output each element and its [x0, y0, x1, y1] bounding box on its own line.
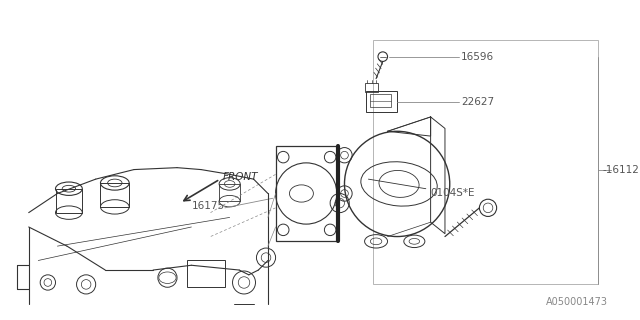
Bar [187, 260, 225, 287]
Bar [367, 91, 397, 112]
Bar [276, 146, 338, 241]
Text: A050001473: A050001473 [545, 297, 607, 307]
Bar [100, 183, 129, 207]
Text: 0104S*E: 0104S*E [431, 188, 475, 198]
Text: 22627: 22627 [461, 97, 494, 107]
Text: 16175: 16175 [191, 201, 225, 211]
Text: -16112: -16112 [603, 164, 640, 175]
Bar [365, 84, 378, 92]
Bar [371, 94, 392, 108]
Bar [373, 40, 598, 284]
Text: FRONT: FRONT [223, 172, 259, 182]
Text: 16596: 16596 [461, 52, 494, 62]
Bar [56, 189, 83, 212]
Bar [219, 184, 240, 201]
